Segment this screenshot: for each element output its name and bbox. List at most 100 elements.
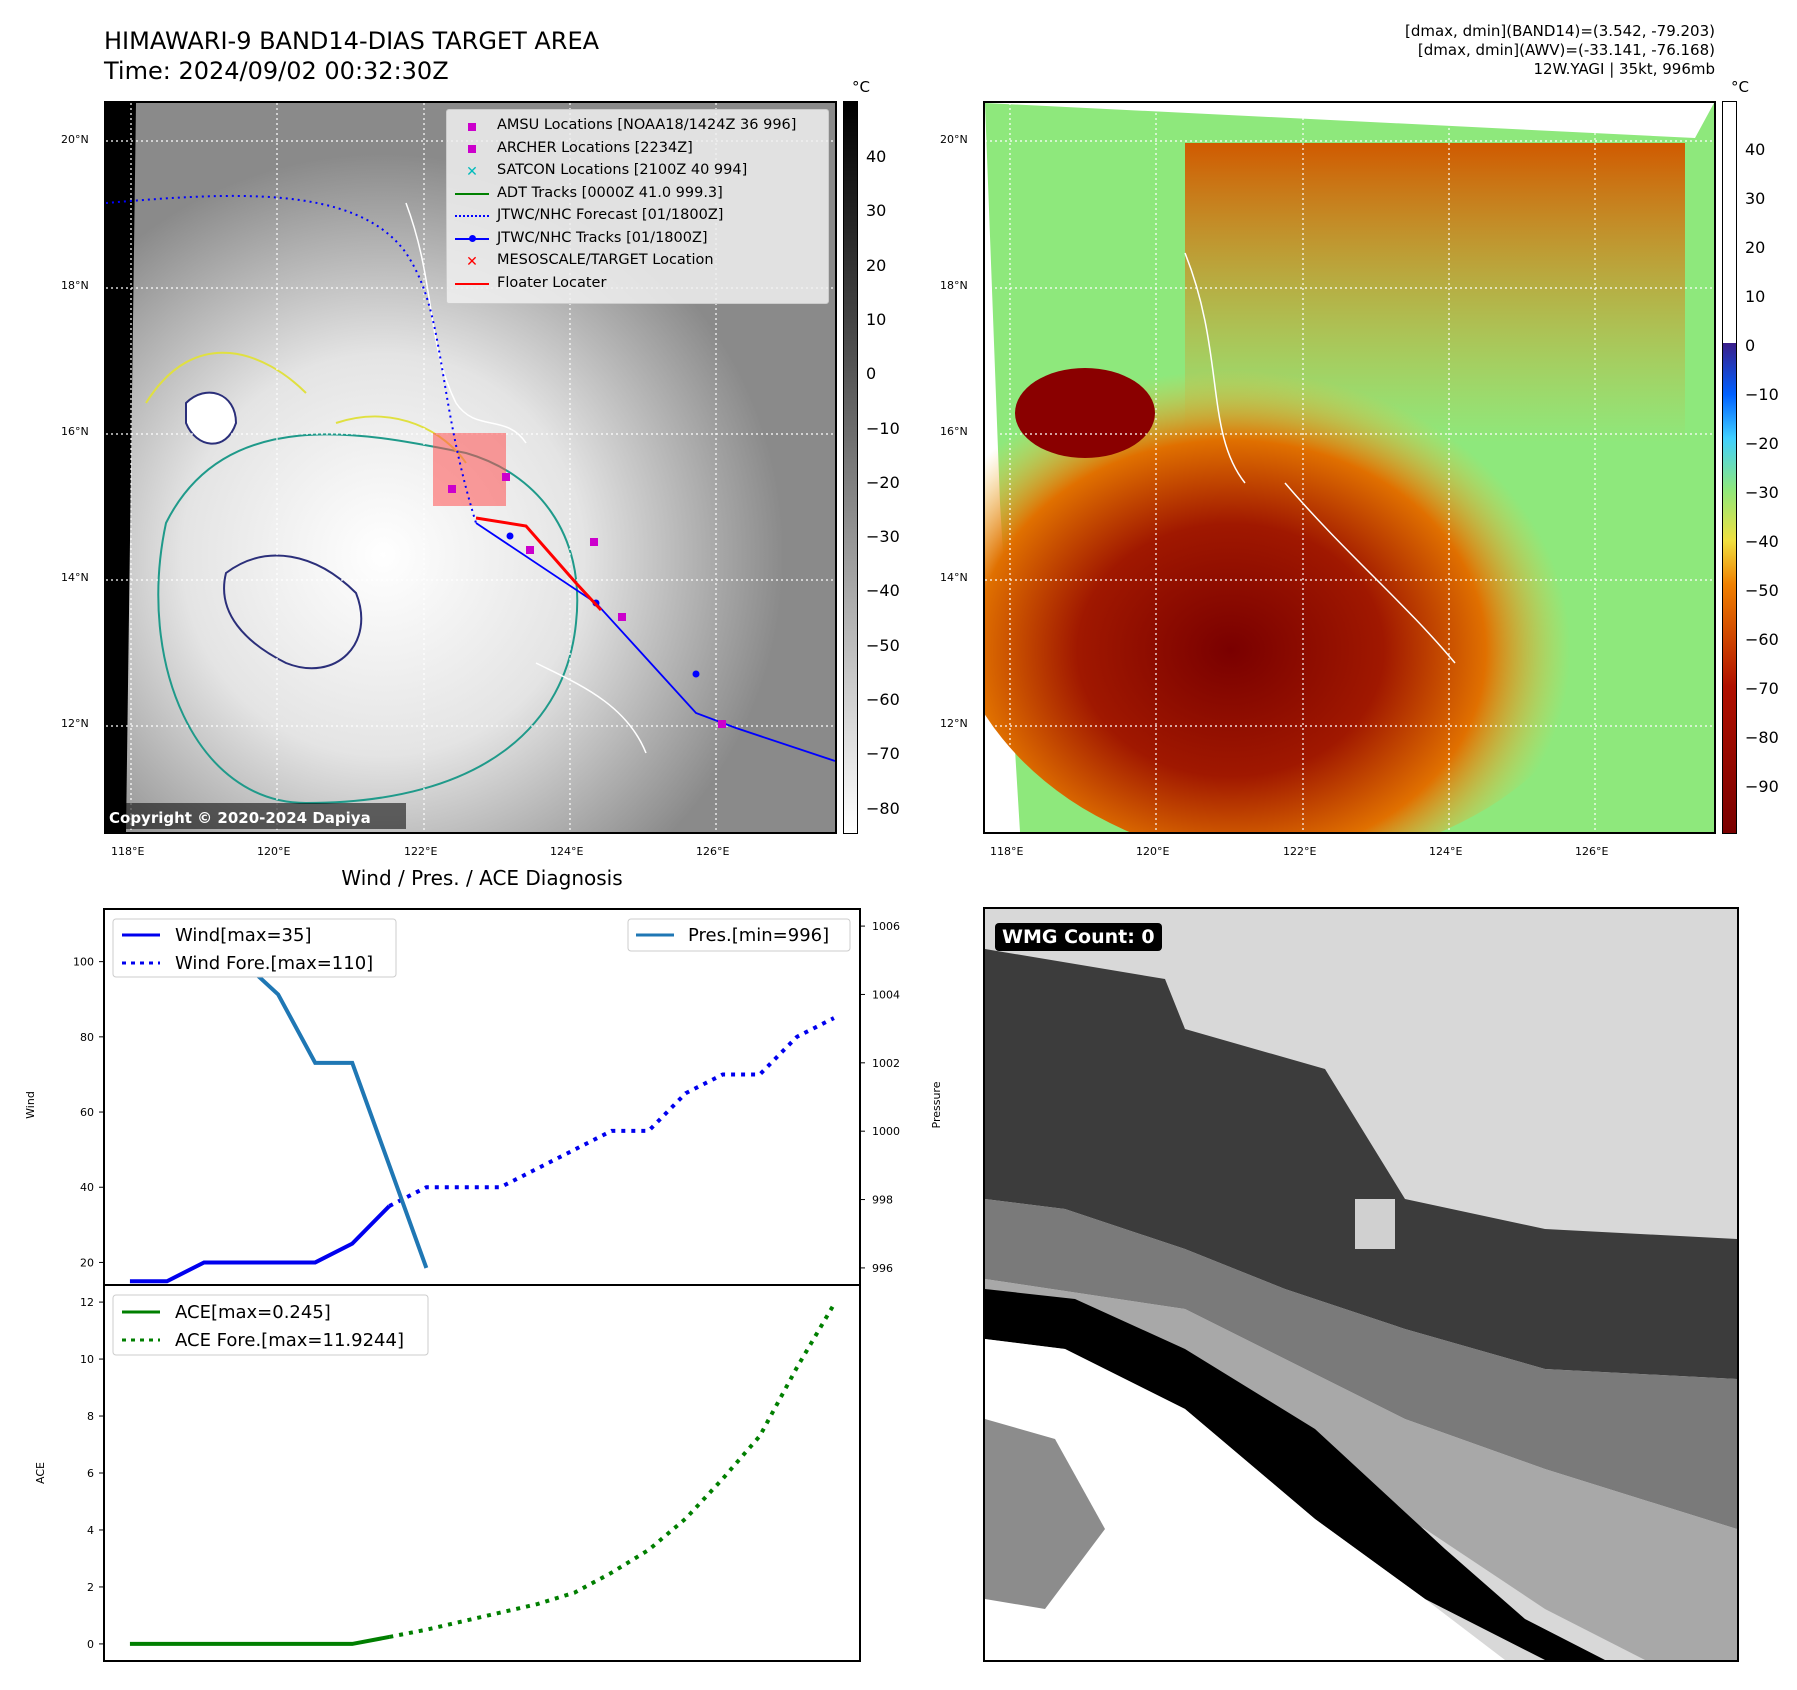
band14-map-panel: Copyright © 2020-2024 Dapiya AMSU Locati… bbox=[104, 101, 837, 834]
lon-tick: 122°E bbox=[1283, 845, 1317, 858]
colorbar-tick: 20 bbox=[866, 255, 887, 275]
axis-tick-label: 0 bbox=[87, 1638, 94, 1651]
stats-storm: 12W.YAGI | 35kt, 996mb bbox=[1533, 60, 1715, 78]
lon-tick: 118°E bbox=[111, 845, 145, 858]
lon-tick: 124°E bbox=[1429, 845, 1463, 858]
lat-tick: 14°N bbox=[940, 571, 968, 584]
colorbar-tick: −60 bbox=[866, 690, 900, 709]
lon-tick: 126°E bbox=[1575, 845, 1609, 858]
pressure-axis-label: Pressure bbox=[930, 1081, 943, 1128]
axis-tick-label: 1002 bbox=[872, 1057, 900, 1070]
legend-row: ARCHER Locations [2234Z] bbox=[453, 137, 796, 160]
legend-symbol bbox=[453, 116, 491, 135]
legend-label: ADT Tracks [0000Z 41.0 999.3] bbox=[497, 184, 723, 201]
amsu-markers bbox=[448, 473, 726, 728]
lon-tick: 122°E bbox=[404, 845, 438, 858]
lat-tick: 14°N bbox=[61, 571, 89, 584]
axis-tick-label: 20 bbox=[80, 1256, 94, 1269]
legend-row: ✕ MESOSCALE/TARGET Location bbox=[453, 249, 796, 272]
legend-symbol: ✕ bbox=[466, 163, 478, 180]
legend-symbol bbox=[453, 228, 491, 247]
colorbar-tick: 40 bbox=[1745, 140, 1766, 159]
axis-tick-label: 998 bbox=[872, 1194, 893, 1207]
wmg-panel: WMG Count: 0 bbox=[983, 907, 1739, 1662]
lon-tick: 124°E bbox=[550, 845, 584, 858]
stats-band14: [dmax, dmin](BAND14)=(3.542, -79.203) bbox=[1404, 22, 1715, 40]
legend-label: AMSU Locations [NOAA18/1424Z 36 996] bbox=[497, 117, 797, 134]
diagnosis-title: Wind / Pres. / ACE Diagnosis bbox=[341, 866, 623, 890]
axis-tick-label: 10 bbox=[80, 1353, 94, 1366]
title-line-1: HIMAWARI-9 BAND14-DIAS TARGET AREA bbox=[104, 27, 600, 55]
map-legend: AMSU Locations [NOAA18/1424Z 36 996] ARCH… bbox=[446, 109, 829, 304]
pres-legend: Pres.[min=996] bbox=[627, 918, 851, 952]
legend-ace-fore: ACE Fore.[max=11.9244] bbox=[175, 1330, 404, 1351]
colorbar-tick: −10 bbox=[1745, 385, 1779, 404]
colorbar-tick: −50 bbox=[1745, 581, 1779, 600]
figure-title: HIMAWARI-9 BAND14-DIAS TARGET AREA Time:… bbox=[104, 26, 599, 86]
legend-row: JTWC/NHC Forecast [01/1800Z] bbox=[453, 204, 796, 227]
lon-tick: 120°E bbox=[257, 845, 291, 858]
lat-tick: 18°N bbox=[61, 279, 89, 292]
axis-tick-label: 100 bbox=[73, 956, 94, 969]
lat-tick: 20°N bbox=[940, 133, 968, 146]
wind-line bbox=[129, 1204, 391, 1284]
legend-symbol: ✕ bbox=[466, 253, 478, 270]
wmg-count-badge: WMG Count: 0 bbox=[995, 923, 1162, 951]
colorbar-tick: −30 bbox=[866, 527, 900, 547]
lon-tick: 126°E bbox=[696, 845, 730, 858]
ace-forecast-line bbox=[388, 1303, 836, 1639]
lat-tick: 16°N bbox=[940, 425, 968, 438]
colorbar-tick: −70 bbox=[1745, 679, 1779, 698]
title-line-2: Time: 2024/09/02 00:32:30Z bbox=[104, 57, 449, 85]
awv-map-panel bbox=[983, 101, 1716, 834]
legend-wind-fore: Wind Fore.[max=110] bbox=[175, 953, 373, 974]
colorbar-tick: −50 bbox=[866, 635, 900, 655]
colorbar-tick: −80 bbox=[1745, 728, 1779, 747]
axis-tick-label: 1004 bbox=[872, 988, 900, 1001]
axis-tick-label: 40 bbox=[80, 1181, 94, 1194]
legend-label: Floater Locater bbox=[497, 274, 607, 291]
axis-tick-label: 60 bbox=[80, 1106, 94, 1119]
legend-symbol bbox=[453, 138, 491, 157]
axis-tick-label: 6 bbox=[87, 1467, 94, 1480]
axis-tick-label: 4 bbox=[87, 1524, 94, 1537]
colorbar-tick: 0 bbox=[866, 364, 877, 384]
lon-tick: 120°E bbox=[1136, 845, 1170, 858]
colorbar-tick: 10 bbox=[866, 309, 887, 329]
legend-symbol bbox=[453, 273, 491, 292]
target-area-box bbox=[433, 433, 506, 506]
wind-axis-label: Wind bbox=[24, 1091, 37, 1119]
ace-line bbox=[129, 1634, 390, 1646]
lat-tick: 16°N bbox=[61, 425, 89, 438]
wmg-image bbox=[985, 909, 1737, 1660]
axis-tick-label: 80 bbox=[80, 1031, 94, 1044]
axis-tick-label: 12 bbox=[80, 1296, 94, 1309]
axis-tick-label: 2 bbox=[87, 1581, 94, 1594]
colorbar-tick: 30 bbox=[1745, 189, 1766, 208]
band14-colorbar bbox=[843, 101, 858, 834]
wind-forecast-line bbox=[388, 1016, 835, 1208]
legend-symbol bbox=[453, 206, 491, 225]
colorbar-tick: −70 bbox=[866, 744, 900, 764]
lon-tick: 118°E bbox=[990, 845, 1024, 858]
lat-tick: 12°N bbox=[940, 717, 968, 730]
legend-row: AMSU Locations [NOAA18/1424Z 36 996] bbox=[453, 114, 796, 137]
legend-row: ✕ SATCON Locations [2100Z 40 994] bbox=[453, 159, 796, 182]
legend-row: Floater Locater bbox=[453, 272, 796, 295]
stats-awv: [dmax, dmin](AWV)=(-33.141, -76.168) bbox=[1417, 41, 1715, 59]
jtwc-track bbox=[475, 522, 835, 762]
colorbar-tick: −90 bbox=[1745, 777, 1779, 796]
lat-tick: 20°N bbox=[61, 133, 89, 146]
axis-tick-label: 996 bbox=[872, 1262, 893, 1275]
legend-label: MESOSCALE/TARGET Location bbox=[497, 252, 714, 269]
colorbar-tick: −20 bbox=[866, 472, 900, 492]
diagnosis-chart: 20 40 60 80 100 996 998 1000 1002 1004 1006 0 2 4 6 8… bbox=[24, 908, 943, 1662]
legend-label: JTWC/NHC Tracks [01/1800Z] bbox=[497, 229, 708, 246]
lat-tick: 18°N bbox=[940, 279, 968, 292]
legend-row: JTWC/NHC Tracks [01/1800Z] bbox=[453, 227, 796, 250]
legend-wind: Wind[max=35] bbox=[175, 925, 312, 946]
colorbar-tick: 30 bbox=[866, 201, 887, 221]
colorbar-tick: 0 bbox=[1745, 336, 1756, 355]
awv-map-image bbox=[985, 103, 1714, 832]
colorbar-tick: −30 bbox=[1745, 483, 1779, 502]
